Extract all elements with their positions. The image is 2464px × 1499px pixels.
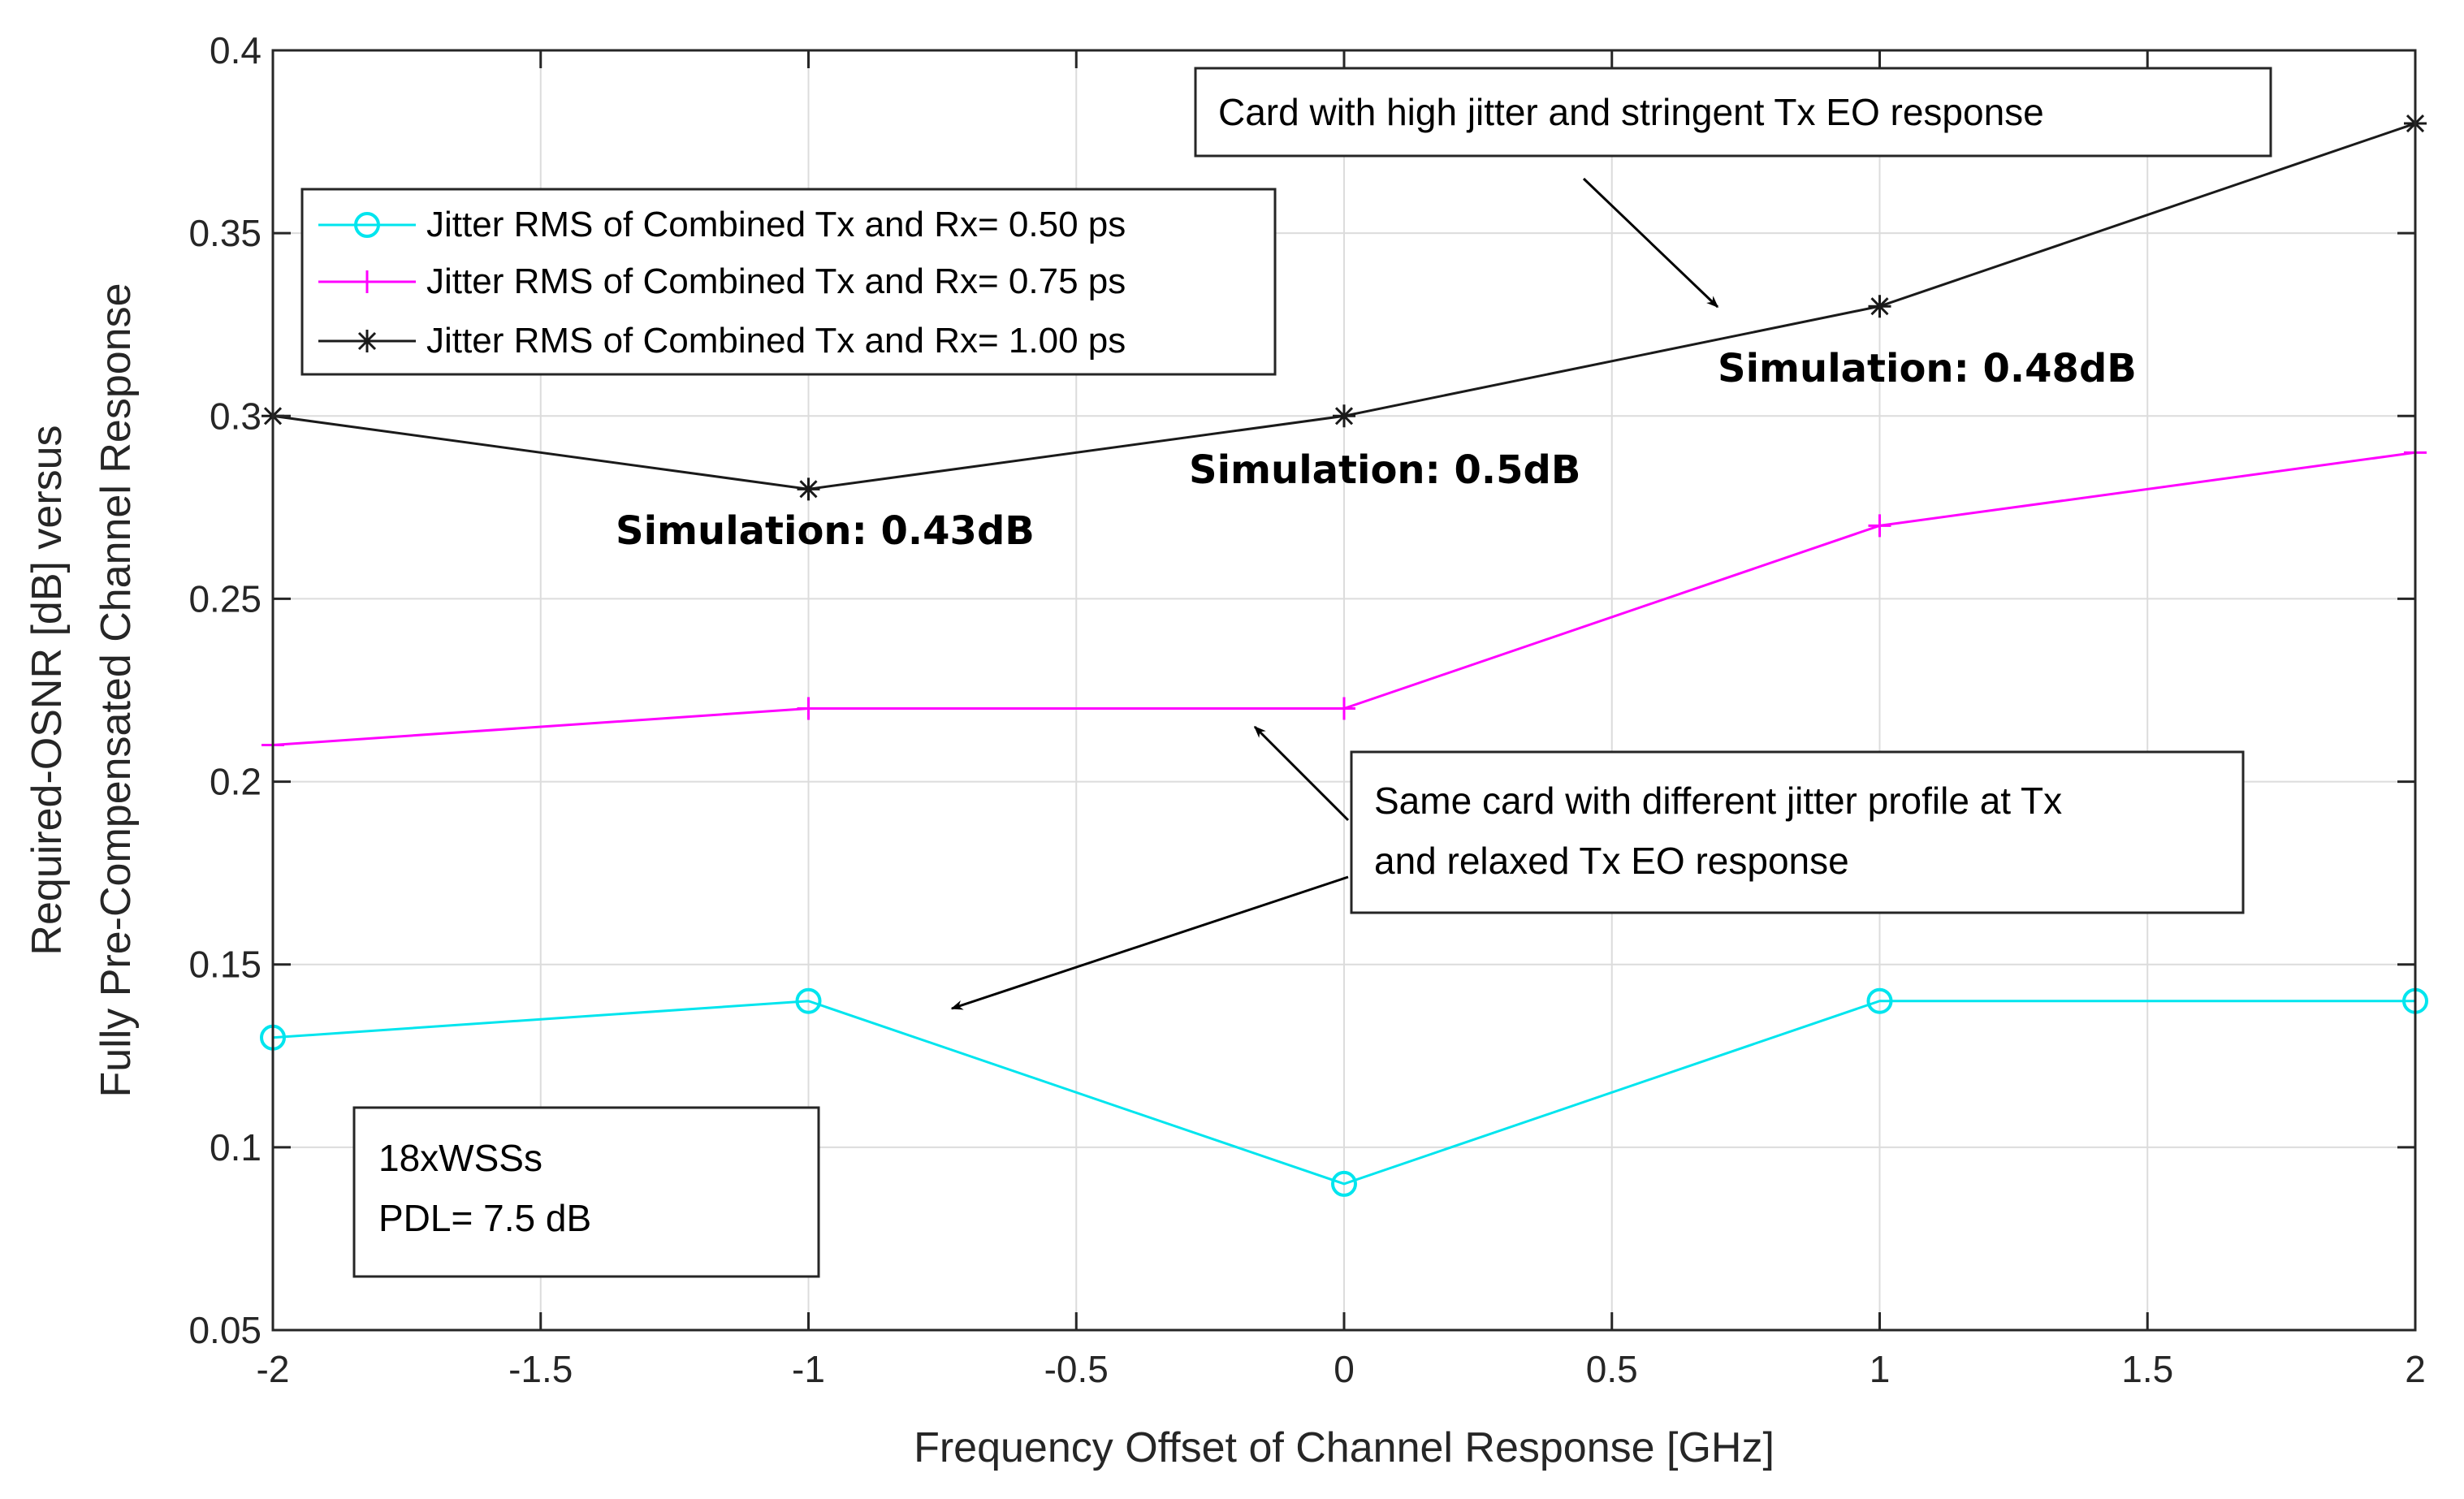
- data-point-100: [797, 477, 820, 501]
- annotation-relaxed-text-line2: and relaxed Tx EO response: [1374, 840, 1849, 882]
- data-point-075: [797, 697, 820, 720]
- legend-entry-100: Jitter RMS of Combined Tx and Rx= 1.00 p…: [426, 321, 1126, 361]
- legend-sample-marker-100: [356, 330, 378, 352]
- legend-sample-marker-075: [356, 270, 378, 293]
- simulation-label-043: Simulation: 0.43dB: [616, 508, 1035, 554]
- x-tick-label: 1: [1870, 1348, 1891, 1390]
- y-tick-label: 0.25: [188, 577, 262, 620]
- axis-ticks: -2 -1.5 -1 -0.5 0 0.5 1 1.5 2 0.05 0.1 0.15 0.2 0.25 0…: [188, 29, 2425, 1390]
- y-tick-label: 0.1: [210, 1126, 262, 1169]
- x-tick-label: -1.5: [508, 1348, 573, 1390]
- x-tick-label: -2: [257, 1348, 290, 1390]
- annotation-high-jitter-text: Card with high jitter and stringent Tx E…: [1218, 91, 2044, 133]
- x-tick-label: 0.5: [1586, 1348, 1638, 1390]
- annotation-relaxed-text-line1: Same card with different jitter profile …: [1374, 780, 2062, 822]
- y-tick-label: 0.4: [210, 29, 262, 71]
- data-point-075: [1868, 514, 1891, 538]
- x-tick-label: -0.5: [1044, 1348, 1109, 1390]
- y-tick-label: 0.05: [188, 1309, 262, 1351]
- data-point-100: [1868, 295, 1891, 318]
- series-line-050: [272, 1000, 2415, 1186]
- y-tick-label: 0.15: [188, 944, 262, 986]
- legend-entry-050: Jitter RMS of Combined Tx and Rx= 0.50 p…: [426, 205, 1126, 244]
- x-axis-label: Frequency Offset of Channel Response [GH…: [914, 1424, 1775, 1471]
- legend-box: [300, 188, 1277, 376]
- data-point-050: [1331, 1170, 1357, 1197]
- simulation-label-05: Simulation: 0.5dB: [1189, 447, 1580, 493]
- annotation-high-jitter: Card with high jitter and stringent Tx E…: [1194, 67, 2272, 309]
- y-tick-label: 0.3: [210, 395, 262, 437]
- info-box-frame: [352, 1106, 820, 1278]
- annotation-high-jitter-arrow: [1582, 177, 1719, 309]
- data-point-075: [1333, 697, 1355, 720]
- y-tick-label: 0.2: [210, 761, 262, 803]
- annotation-relaxed: Same card with different jitter profile …: [950, 725, 2245, 1010]
- x-tick-label: -1: [792, 1348, 825, 1390]
- info-box: 18xWSSs PDL= 7.5 dB: [352, 1106, 820, 1278]
- annotation-relaxed-arrow-up: [1253, 725, 1350, 822]
- legend: Jitter RMS of Combined Tx and Rx= 0.50 p…: [300, 188, 1277, 376]
- data-point-050: [1866, 987, 1893, 1014]
- info-box-pdl: PDL= 7.5 dB: [378, 1197, 591, 1239]
- data-point-100: [1333, 404, 1355, 428]
- y-axis-label-line1: Required-OSNR [dB] versus: [24, 425, 71, 955]
- simulation-label-048: Simulation: 0.48dB: [1718, 346, 2137, 391]
- data-point-050: [795, 987, 822, 1014]
- y-tick-label: 0.35: [188, 212, 262, 254]
- info-box-wss: 18xWSSs: [378, 1137, 543, 1179]
- x-tick-label: 0: [1334, 1348, 1355, 1390]
- x-tick-label: 2: [2405, 1348, 2426, 1390]
- series-layer: [260, 112, 2428, 1197]
- y-axis-label-line2: Fully Pre-Compensated Channel Response: [93, 283, 140, 1098]
- annotation-relaxed-arrow-down: [950, 875, 1349, 1010]
- annotation-high-jitter-box: [1194, 67, 2272, 158]
- x-tick-label: 1.5: [2121, 1348, 2173, 1390]
- legend-sample-marker-050: [354, 212, 380, 238]
- annotation-relaxed-box: [1350, 750, 2245, 914]
- legend-entry-075: Jitter RMS of Combined Tx and Rx= 0.75 p…: [426, 261, 1126, 301]
